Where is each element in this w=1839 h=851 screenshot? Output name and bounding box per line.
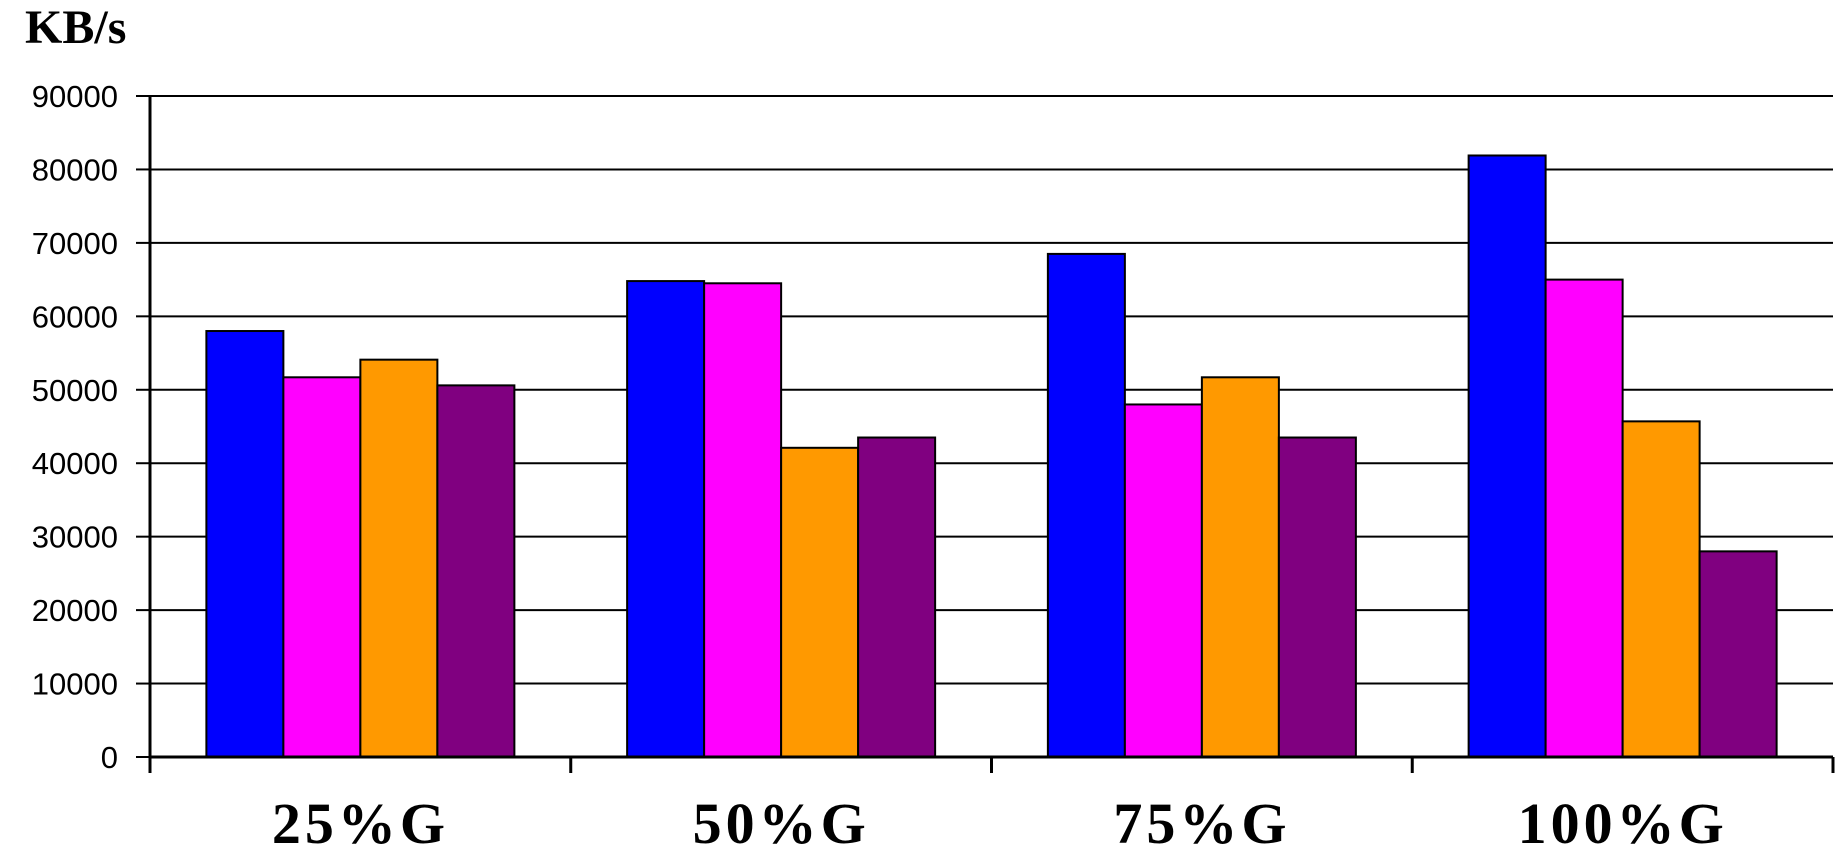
- bar-series-2-100pctg: [1544, 278, 1624, 758]
- bar-series-1-50pctg: [626, 280, 706, 758]
- bar-series-2-75pctg: [1123, 403, 1203, 758]
- bar-series-4-75pctg: [1277, 436, 1357, 758]
- bar-series-1-100pctg: [1467, 154, 1547, 759]
- y-tick-labels: 0 10000 20000 30000 40000 50000 60000 70000 8000…: [32, 79, 118, 775]
- bar-series-3-25pctg: [359, 358, 439, 758]
- axes: [136, 95, 1835, 773]
- y-tick-label: 0: [101, 740, 118, 775]
- y-tick-label: 40000: [32, 446, 118, 481]
- bars: [205, 154, 1778, 759]
- bar-series-1-25pctg: [205, 330, 285, 758]
- bar-series-4-25pctg: [436, 384, 516, 758]
- bar-series-3-75pctg: [1200, 376, 1280, 758]
- bar-series-3-50pctg: [780, 446, 860, 758]
- y-tick-label: 20000: [32, 593, 118, 628]
- y-tick-label: 90000: [32, 79, 118, 114]
- x-category-label: 25%G: [272, 791, 449, 846]
- x-category-labels: 25%G 50%G 75%G 100%G: [272, 791, 1728, 851]
- bar-series-1-75pctg: [1046, 252, 1126, 758]
- y-tick-label: 30000: [32, 520, 118, 555]
- x-category-label: 75%G: [1113, 791, 1290, 846]
- bar-series-4-100pctg: [1698, 550, 1778, 758]
- y-axis-label: KB/s: [25, 1, 126, 54]
- x-category-label: 100%G: [1518, 791, 1728, 846]
- x-category-label: 50%G: [693, 791, 870, 846]
- y-tick-label: 10000: [32, 667, 118, 702]
- bar-series-4-50pctg: [857, 436, 937, 758]
- bar-series-2-25pctg: [282, 376, 362, 758]
- y-tick-label: 70000: [32, 226, 118, 261]
- bar-series-2-50pctg: [703, 282, 783, 758]
- bar-series-3-100pctg: [1621, 420, 1701, 758]
- y-tick-label: 50000: [32, 373, 118, 408]
- y-tick-label: 80000: [32, 152, 118, 187]
- y-tick-label: 60000: [32, 299, 118, 334]
